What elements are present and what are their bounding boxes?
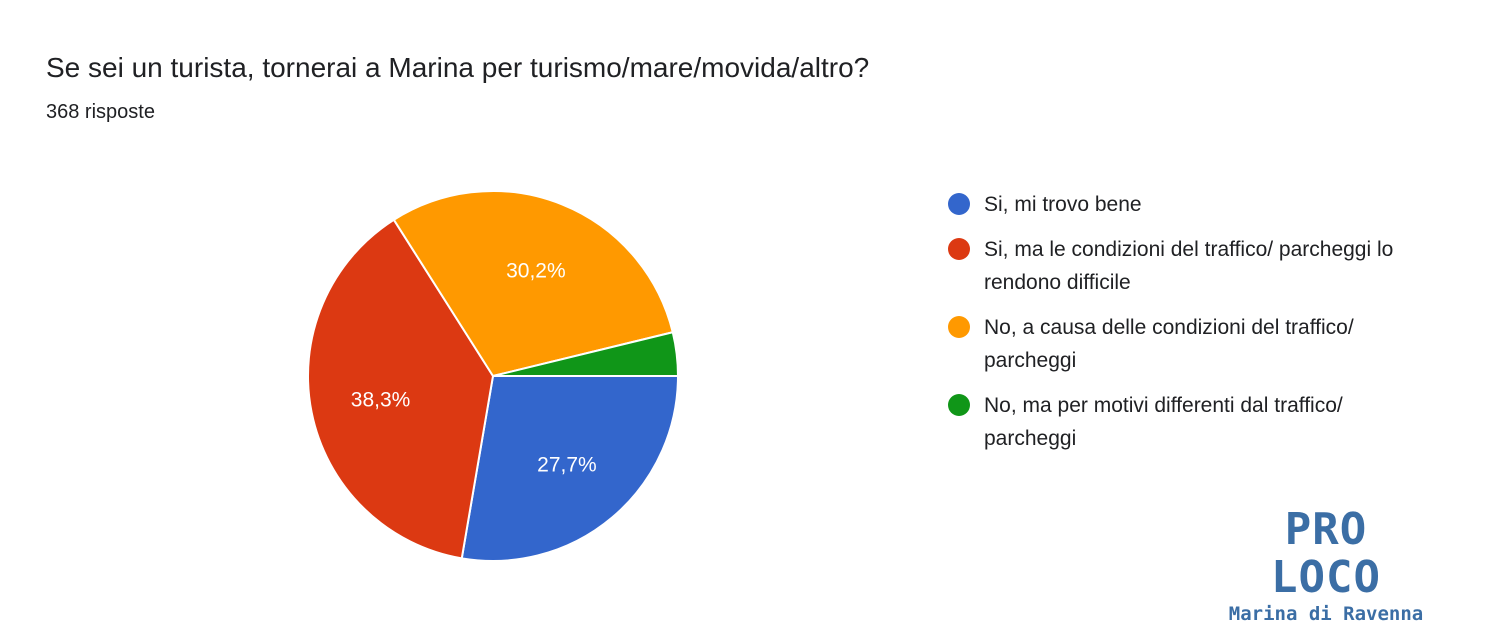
legend-label: Si, mi trovo bene [984,193,1142,216]
pie-slice-0[interactable] [460,375,680,562]
legend-marker-icon [948,316,970,338]
pro-loco-logo: PRO LOCO Marina di Ravenna [1226,506,1426,626]
legend-item-2[interactable]: No, a causa delle condizioni del traffic… [948,311,1448,377]
legend-label: Si, ma le condizioni del traffico/ parch… [984,238,1394,294]
legend-marker-icon [948,394,970,416]
pie-data-label-2: 30,2% [506,260,566,283]
pie-data-label-0: 27,7% [537,454,597,477]
legend-marker-icon [948,238,970,260]
legend-item-0[interactable]: Si, mi trovo bene [948,188,1448,221]
legend-item-3[interactable]: No, ma per motivi differenti dal traffic… [948,389,1448,455]
logo-main-text: PRO LOCO [1271,504,1381,603]
chart-legend: Si, mi trovo bene Si, ma le condizioni d… [948,188,1448,467]
pie-slice-2[interactable] [392,190,674,378]
legend-marker-icon [948,193,970,215]
logo-sub-text: Marina di Ravenna [1228,603,1424,625]
pie-data-label-1: 38,3% [351,389,411,412]
chart-title: Se sei un turista, tornerai a Marina per… [46,52,870,83]
response-count: 368 risposte [46,101,155,123]
legend-item-1[interactable]: Si, ma le condizioni del traffico/ parch… [948,233,1448,299]
legend-label: No, a causa delle condizioni del traffic… [984,316,1354,372]
legend-label: No, ma per motivi differenti dal traffic… [984,394,1343,450]
pie-slice-3[interactable] [492,331,680,377]
